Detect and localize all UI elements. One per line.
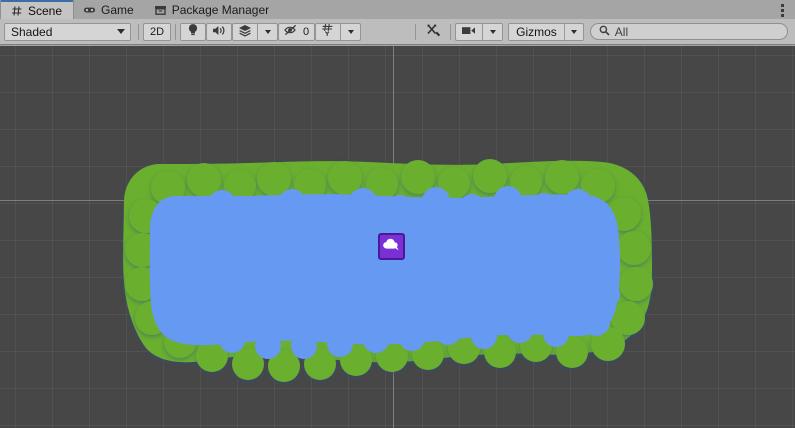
toolbar-divider [175, 23, 176, 40]
cloud-sprite-icon [382, 237, 401, 257]
camera-settings-button[interactable] [455, 22, 484, 41]
tools-wrench-icon [426, 23, 441, 41]
sprite-shape-gizmo[interactable] [378, 233, 405, 260]
tab-package-manager[interactable]: Package Manager [145, 0, 280, 19]
toggle-2d-label: 2D [149, 25, 165, 38]
grid-hash-icon [10, 4, 23, 17]
toggle-2d-button[interactable]: 2D [143, 22, 171, 41]
speaker-icon [212, 24, 227, 40]
tab-game[interactable]: Game [74, 0, 145, 19]
lighting-toggle-button[interactable] [180, 22, 206, 41]
gizmos-dropdown[interactable]: Gizmos [508, 22, 584, 41]
tab-scene[interactable]: Scene [0, 0, 75, 19]
draw-mode-dropdown[interactable]: Shaded [4, 22, 131, 41]
scene-toolbar: Shaded 2D [0, 19, 795, 45]
tab-scene-label: Scene [28, 3, 63, 18]
chevron-down-icon [489, 29, 496, 34]
camera-group [455, 22, 504, 41]
effects-group [232, 22, 278, 41]
lightbulb-icon [187, 23, 199, 40]
effects-toggle-button[interactable] [232, 22, 258, 41]
search-icon [599, 25, 610, 39]
gizmos-label: Gizmos [516, 24, 557, 39]
camera-dropdown-button[interactable] [483, 22, 504, 41]
tab-package-manager-label: Package Manager [171, 2, 270, 17]
effects-dropdown-button[interactable] [258, 22, 278, 41]
tab-game-label: Game [101, 2, 134, 17]
kebab-menu-icon[interactable] [776, 3, 788, 17]
toolbar-divider [450, 23, 452, 40]
toolbar-divider [138, 23, 139, 40]
tab-bar: Scene Game Package Manager [0, 0, 795, 19]
island-inner-scallops [152, 186, 620, 359]
dot [780, 13, 784, 17]
gamepad-icon [83, 3, 96, 16]
island-fill-blue [149, 194, 621, 346]
chevron-down-icon [264, 29, 271, 34]
fx-layers-icon [238, 24, 252, 40]
scene-tools-button[interactable] [420, 23, 446, 41]
grid-visibility-group [315, 22, 362, 41]
search-input[interactable]: All [589, 23, 788, 40]
chevron-down-icon [117, 29, 125, 34]
dot [780, 3, 784, 7]
toolbar-divider [415, 23, 417, 40]
scene-view[interactable] [0, 46, 795, 428]
camera-icon [461, 25, 478, 39]
hidden-objects-button[interactable]: 0 [278, 22, 316, 41]
grid-axis-icon [321, 23, 335, 40]
audio-toggle-button[interactable] [206, 22, 232, 41]
grid-dropdown-button[interactable] [341, 22, 362, 41]
island-scallops-top [151, 159, 615, 205]
gizmos-dropdown-arrow[interactable] [563, 23, 583, 40]
dot [780, 8, 784, 12]
chevron-down-icon [570, 29, 577, 34]
grid-visibility-button[interactable] [315, 22, 342, 41]
eye-slash-icon [284, 24, 300, 39]
search-value: All [614, 24, 629, 39]
draw-mode-label: Shaded [11, 24, 53, 39]
sprite-shape-island[interactable] [0, 46, 795, 428]
chevron-down-icon [347, 29, 354, 34]
hidden-objects-count: 0 [303, 25, 310, 38]
package-box-icon [154, 3, 167, 16]
